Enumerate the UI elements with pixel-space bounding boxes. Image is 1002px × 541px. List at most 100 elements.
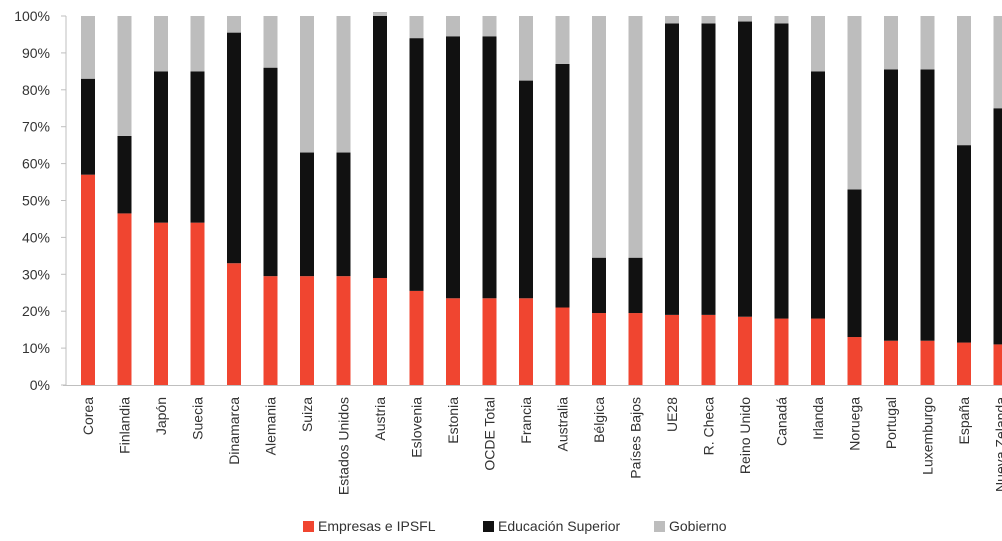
legend-label: Educación Superior	[498, 518, 621, 534]
bar-segment-empresas	[263, 276, 278, 385]
bar-segment-empresas	[482, 298, 497, 385]
bar-segment-gobierno	[482, 16, 497, 37]
bar-segment-gobierno	[811, 16, 825, 72]
bar-segment-gobierno	[336, 16, 351, 153]
bar-segment-empresas	[920, 340, 935, 385]
x-tick-label: Austria	[372, 397, 388, 441]
bar-segment-gobierno	[957, 16, 971, 146]
x-tick-label: R. Checa	[701, 397, 717, 456]
bar-segment-gobierno	[884, 16, 898, 70]
bar-segment-educacion	[446, 36, 460, 299]
bar-segment-empresas	[519, 298, 533, 385]
bar-segment-gobierno	[592, 16, 606, 258]
x-tick-label: Portugal	[883, 397, 899, 449]
bar-segment-empresas	[811, 318, 825, 385]
bar-segment-educacion	[592, 257, 606, 314]
bar-segment-empresas	[884, 340, 898, 385]
y-tick-label: 30%	[22, 266, 50, 282]
bar-segment-gobierno	[81, 16, 95, 79]
y-tick-label: 10%	[22, 340, 50, 356]
x-tick-label: Suecia	[190, 397, 206, 440]
bar-segment-educacion	[920, 69, 935, 341]
legend-swatch	[303, 521, 314, 532]
bar-segment-gobierno	[154, 16, 168, 72]
y-tick-label: 80%	[22, 82, 50, 98]
bar-segment-educacion	[154, 71, 168, 223]
x-tick-label: Irlanda	[810, 397, 826, 440]
y-tick-label: 90%	[22, 45, 50, 61]
x-tick-label: Eslovenia	[409, 397, 425, 458]
bar-segment-empresas	[336, 276, 351, 385]
x-tick-label: Francia	[518, 397, 534, 444]
bar-segment-gobierno	[665, 16, 679, 24]
x-tick-label: Reino Unido	[737, 397, 753, 474]
y-tick-label: 70%	[22, 119, 50, 135]
bar-segment-empresas	[555, 307, 570, 385]
x-tick-label: UE28	[664, 397, 680, 432]
bar-segment-educacion	[628, 257, 643, 314]
bar-segment-gobierno	[263, 16, 278, 68]
bar-segment-educacion	[336, 152, 351, 277]
bar-segment-gobierno	[701, 16, 716, 24]
x-tick-label: Luxemburgo	[920, 397, 936, 475]
bar-segment-educacion	[300, 152, 314, 277]
bar-segment-gobierno	[190, 16, 205, 72]
bar-segment-empresas	[957, 342, 971, 385]
bar-segment-empresas	[701, 314, 716, 385]
x-tick-label: Noruega	[847, 397, 863, 451]
bar-segment-educacion	[555, 63, 570, 308]
bar-segment-empresas	[190, 222, 205, 385]
bar-segment-educacion	[373, 12, 387, 278]
y-tick-label: 100%	[14, 8, 50, 24]
bar-segment-empresas	[774, 318, 789, 385]
bar-segment-gobierno	[993, 16, 1002, 109]
bar-segment-educacion	[409, 38, 424, 291]
y-tick-label: 0%	[30, 377, 50, 393]
bar-segment-educacion	[665, 23, 679, 315]
x-tick-label: Estados Unidos	[336, 397, 352, 495]
bar-segment-empresas	[227, 263, 241, 385]
x-tick-label: Estonia	[445, 397, 461, 444]
bar-segment-gobierno	[227, 16, 241, 33]
x-tick-label: Países Bajos	[628, 397, 644, 479]
x-tick-label: Finlandia	[117, 397, 133, 454]
bar-segment-educacion	[482, 36, 497, 299]
x-tick-label: Alemania	[263, 397, 279, 456]
bar-segment-empresas	[592, 313, 606, 385]
bar-segment-educacion	[701, 23, 716, 315]
bar-segment-empresas	[993, 344, 1002, 385]
y-tick-label: 50%	[22, 193, 50, 209]
legend-swatch	[483, 521, 494, 532]
bar-segment-gobierno	[847, 16, 862, 190]
x-tick-label: Bélgica	[591, 397, 607, 443]
bar-segment-gobierno	[738, 16, 752, 22]
x-tick-label: España	[956, 397, 972, 445]
bar-segment-educacion	[774, 23, 789, 319]
bar-segment-educacion	[519, 80, 533, 299]
bar-segment-gobierno	[117, 16, 132, 136]
x-tick-label: Japón	[153, 397, 169, 435]
bar-segment-empresas	[409, 290, 424, 385]
x-tick-label: Suiza	[299, 397, 315, 432]
bar-segment-gobierno	[373, 12, 387, 16]
bar-segment-educacion	[81, 78, 95, 175]
bar-segment-educacion	[227, 32, 241, 264]
x-tick-label: Canadá	[774, 397, 790, 446]
y-tick-label: 20%	[22, 303, 50, 319]
bar-segment-empresas	[154, 222, 168, 385]
bar-segment-educacion	[847, 189, 862, 338]
bar-segment-educacion	[957, 145, 971, 343]
bar-segment-empresas	[628, 313, 643, 385]
bar-segment-educacion	[811, 71, 825, 319]
bar-segment-educacion	[993, 108, 1002, 345]
bar-segment-empresas	[446, 298, 460, 385]
bar-segment-empresas	[373, 277, 387, 385]
bar-segment-empresas	[738, 316, 752, 385]
legend-swatch	[654, 521, 665, 532]
x-tick-label: Corea	[80, 397, 96, 435]
bar-segment-educacion	[884, 69, 898, 341]
bar-segment-empresas	[117, 213, 132, 385]
bar-segment-empresas	[300, 276, 314, 385]
